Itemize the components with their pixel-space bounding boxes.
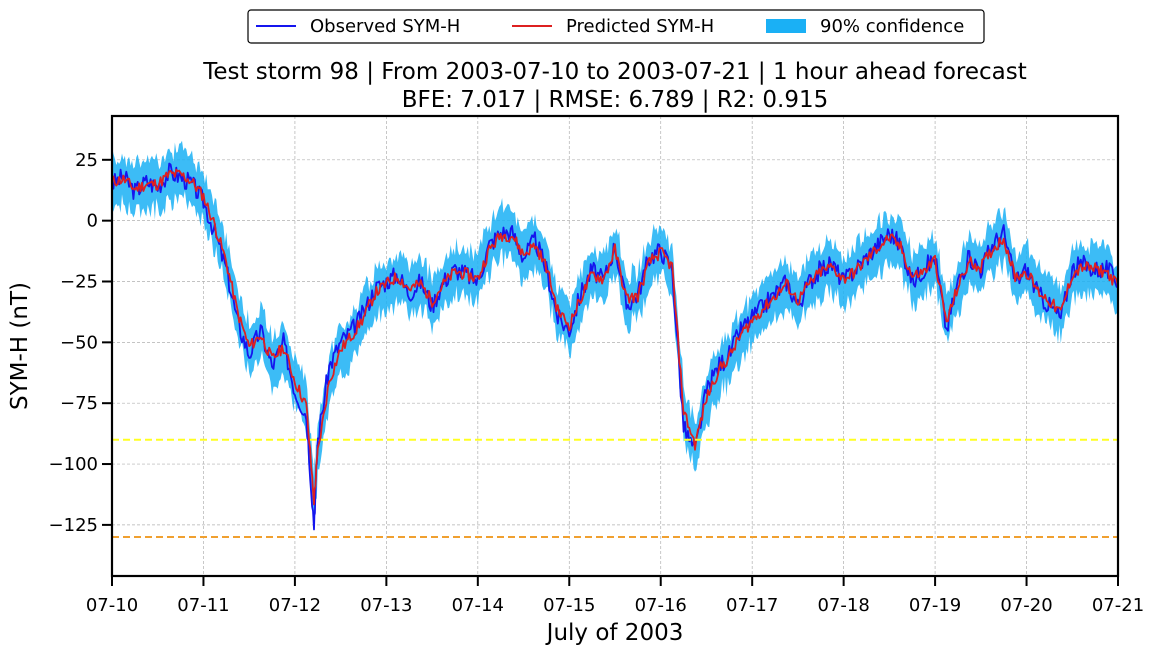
chart-title: Test storm 98 | From 2003-07-10 to 2003-… <box>202 59 1027 85</box>
y-tick-label: 25 <box>75 150 98 171</box>
x-tick-label: 07-20 <box>1000 595 1052 616</box>
y-axis-label: SYM-H (nT) <box>7 282 33 410</box>
x-tick-label: 07-13 <box>360 595 412 616</box>
y-tick-label: −50 <box>60 332 98 353</box>
x-tick-label: 07-18 <box>817 595 869 616</box>
legend: Observed SYM-H Predicted SYM-H 90% confi… <box>247 9 985 44</box>
x-tick-label: 07-19 <box>909 595 961 616</box>
x-tick-label: 07-16 <box>635 595 687 616</box>
x-tick-label: 07-14 <box>452 595 504 616</box>
threshold-lines <box>112 438 1118 539</box>
y-tick-label: −125 <box>49 515 98 536</box>
x-axis-label: July of 2003 <box>545 620 684 646</box>
legend-swatch-confidence <box>766 19 806 33</box>
predicted-symh-line <box>111 168 1119 506</box>
x-axis-ticks: 07-10 07-11 07-12 07-13 07-14 07-15 07-16 07-17… <box>86 576 1144 616</box>
y-tick-label: −100 <box>49 454 98 475</box>
plot-frame <box>110 114 1120 578</box>
series-layer <box>111 162 1119 531</box>
y-tick-label: −25 <box>60 272 98 293</box>
legend-label-predicted: Predicted SYM-H <box>566 16 714 37</box>
legend-label-confidence: 90% confidence <box>820 16 964 37</box>
chart-subtitle: BFE: 7.017 | RMSE: 6.789 | R2: 0.915 <box>402 87 829 113</box>
y-axis-ticks: 25 0 −25 −50 −75 −100 −125 <box>49 150 112 536</box>
x-tick-label: 07-15 <box>543 595 595 616</box>
y-tick-label: 0 <box>87 211 98 232</box>
x-tick-label: 07-17 <box>726 595 778 616</box>
legend-label-observed: Observed SYM-H <box>310 16 460 37</box>
legend-frame <box>247 9 985 44</box>
x-tick-label: 07-12 <box>269 595 321 616</box>
y-tick-label: −75 <box>60 393 98 414</box>
x-tick-label: 07-10 <box>86 595 138 616</box>
x-tick-label: 07-21 <box>1092 595 1144 616</box>
x-tick-label: 07-11 <box>177 595 229 616</box>
